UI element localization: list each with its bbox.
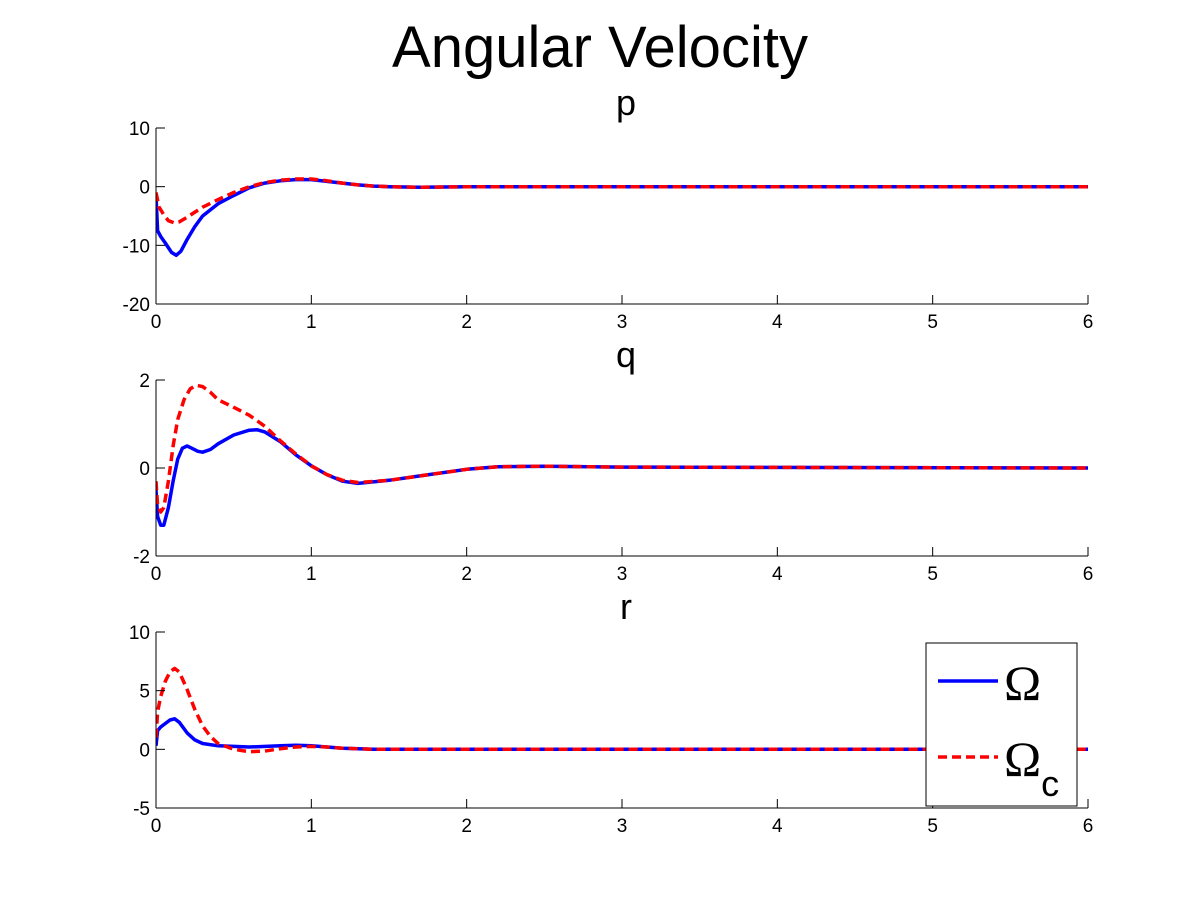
x-tick-label: 4 [772, 816, 783, 837]
series-line-omega-c [156, 177, 1088, 225]
subplot-title-r: r [620, 586, 632, 627]
subplot-p: p 0 1 2 3 4 5 6 -20 -10 0 10 [123, 82, 1094, 333]
series-group [156, 666, 1088, 754]
series-line-omega-c [156, 666, 1088, 754]
y-tick-label: 10 [129, 623, 150, 644]
subplot-title-p: p [616, 82, 636, 123]
y-tick-label: 0 [139, 178, 150, 199]
x-tick-label: 4 [772, 564, 783, 585]
y-tick-label: 10 [129, 119, 150, 140]
y-tick-label: 5 [139, 682, 150, 703]
x-tick-label: 0 [151, 816, 162, 837]
legend-box [925, 642, 1078, 807]
x-tick-label: 5 [927, 564, 938, 585]
y-tick-label: -10 [123, 236, 150, 257]
x-tick-label: 6 [1083, 312, 1094, 333]
x-tick-label: 3 [617, 564, 628, 585]
x-tick-label: 1 [306, 816, 317, 837]
x-tick-label: 2 [461, 312, 472, 333]
x-tick-label: 1 [306, 312, 317, 333]
y-tick-label: -20 [123, 295, 150, 316]
x-tick-label: 5 [927, 312, 938, 333]
series-group [156, 383, 1088, 527]
x-tick-label: 4 [772, 312, 783, 333]
series-group [156, 177, 1088, 258]
y-tick-label: -2 [133, 547, 150, 568]
y-tick-label: 0 [139, 740, 150, 761]
y-tick-label: -5 [133, 799, 150, 820]
x-tick-label: 6 [1083, 816, 1094, 837]
x-tick-label: 3 [617, 816, 628, 837]
legend-label-omega-c: Ωc [1004, 731, 1059, 804]
x-tick-label: 3 [617, 312, 628, 333]
y-tick-label: 0 [139, 459, 150, 480]
legend-label-omega: Ω [1004, 655, 1041, 711]
x-tick-label: 2 [461, 564, 472, 585]
legend: Ω Ωc [925, 642, 1078, 807]
x-tick-label: 0 [151, 312, 162, 333]
subplot-title-q: q [616, 334, 636, 375]
x-tick-label: 6 [1083, 564, 1094, 585]
subplot-q: q0 1 2 3 4 5 6-202 [133, 334, 1093, 585]
x-tick-label: 1 [306, 564, 317, 585]
series-line-omega-c [156, 383, 1088, 514]
x-tick-label: 0 [151, 564, 162, 585]
x-tick-label: 5 [927, 816, 938, 837]
figure-title: Angular Velocity [392, 15, 808, 80]
y-tick-label: 2 [139, 371, 150, 392]
x-tick-label: 2 [461, 816, 472, 837]
